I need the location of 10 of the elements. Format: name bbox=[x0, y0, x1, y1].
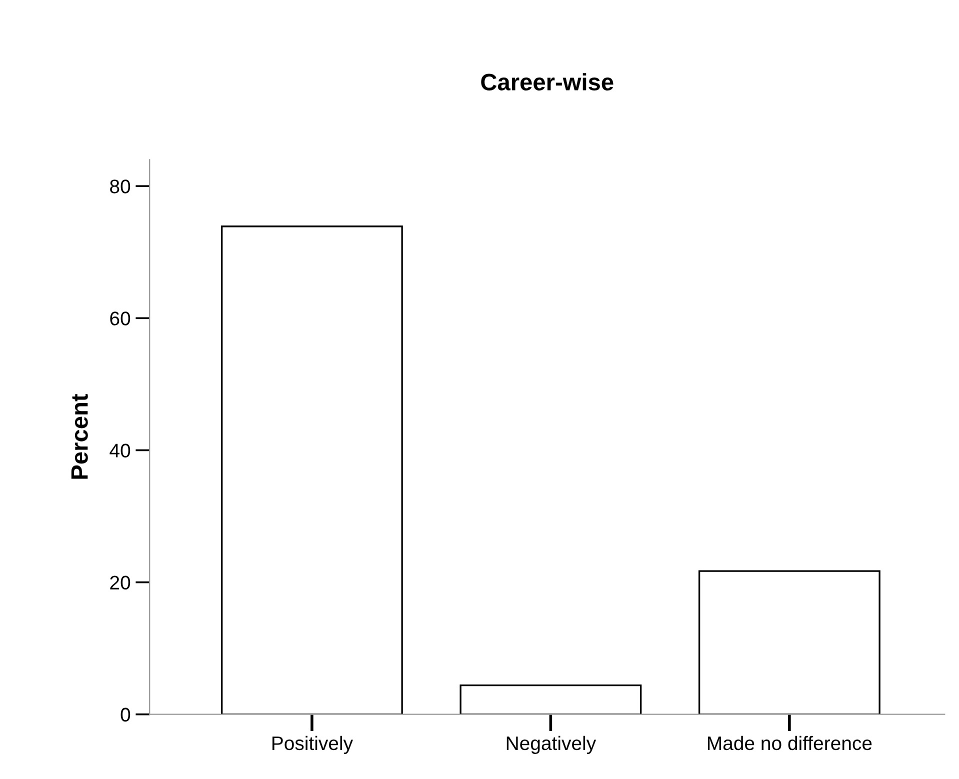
y-axis-title: Percent bbox=[71, 394, 88, 479]
y-tick-label: 60 bbox=[110, 312, 130, 326]
x-tick-label: Positively bbox=[272, 736, 353, 754]
y-tick-label: 40 bbox=[110, 444, 130, 458]
y-tick-label: 0 bbox=[120, 708, 130, 722]
x-tick-label: Negatively bbox=[506, 736, 596, 754]
chart-title: Career-wise bbox=[481, 73, 614, 90]
y-tick-label: 20 bbox=[110, 576, 130, 590]
y-tick-label: 80 bbox=[110, 180, 130, 194]
x-tick-label: Made no difference bbox=[708, 736, 872, 750]
